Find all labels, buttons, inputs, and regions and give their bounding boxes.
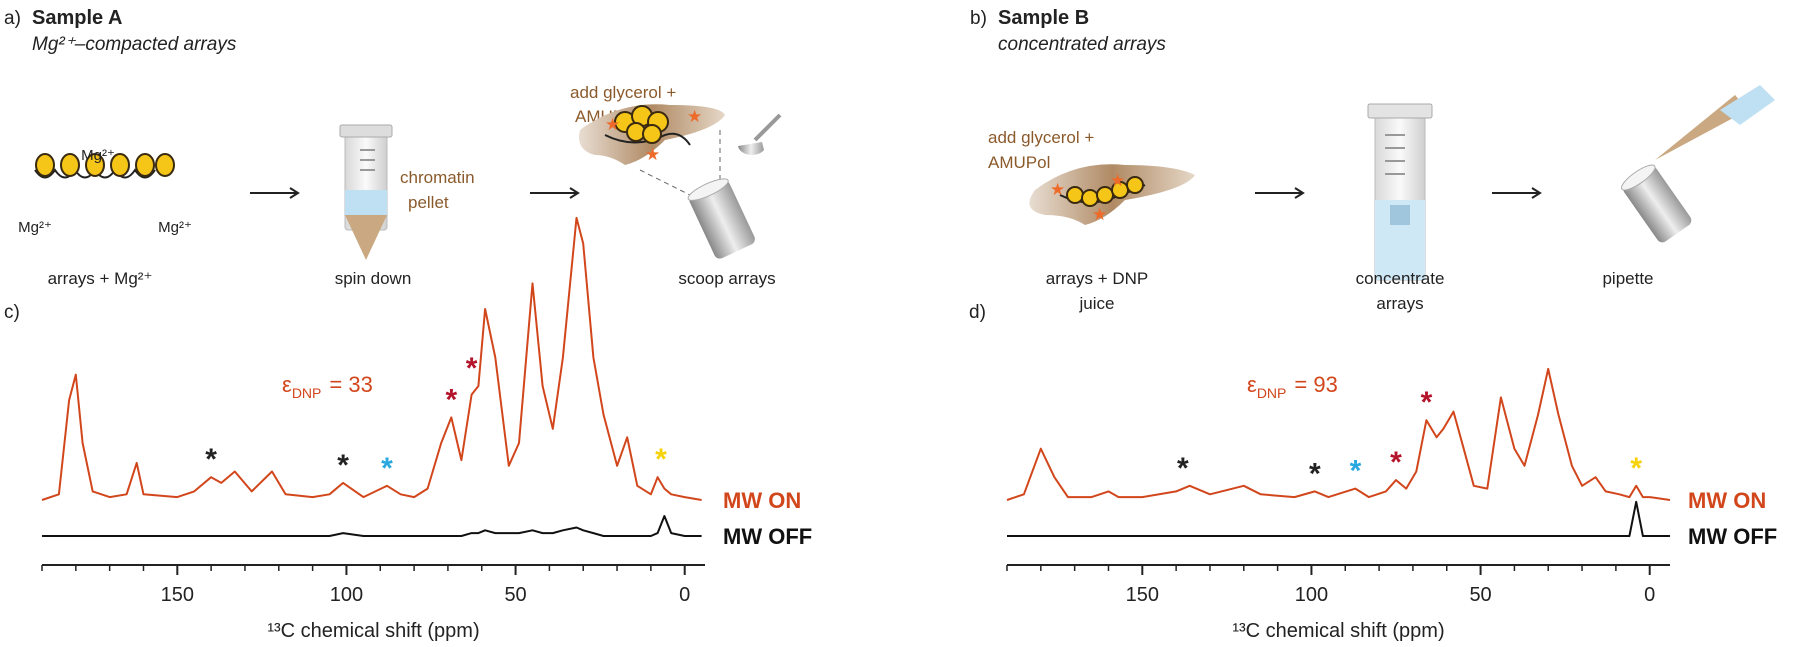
peak-marker: * xyxy=(466,352,478,385)
panel-title: Sample B xyxy=(998,7,1089,29)
enhancement-subscript: DNP xyxy=(1257,385,1287,401)
arrow xyxy=(1492,187,1542,199)
panel-label: c) xyxy=(4,302,20,323)
panel-label: a) xyxy=(4,8,21,29)
enhancement-value: = 33 xyxy=(329,372,372,397)
x-tick-label: 150 xyxy=(161,584,194,606)
peak-marker: * xyxy=(655,443,667,476)
panel-subtitle: concentrated arrays xyxy=(998,34,1166,55)
step-label: arrays xyxy=(1376,294,1423,313)
tube xyxy=(339,124,393,260)
step-label: scoop arrays xyxy=(678,269,775,288)
additive-label: AMUPol xyxy=(988,153,1050,172)
arrow xyxy=(250,187,300,199)
spectrum-panel: c) εDNP = 33 MW ON MW OFF * * * * * * 150 100 50 0 ¹³C … xyxy=(4,216,812,642)
svg-text:★: ★ xyxy=(1092,205,1107,224)
x-tick-label: 100 xyxy=(330,584,363,606)
peak-marker: * xyxy=(1390,446,1402,479)
enhancement-subscript: DNP xyxy=(292,385,322,401)
additive-label: add glycerol + xyxy=(988,128,1094,147)
arrow xyxy=(1255,187,1305,199)
arrow xyxy=(530,187,580,199)
ion-label: Mg²⁺ xyxy=(158,219,192,236)
panel-subtitle: Mg²⁺–compacted arrays xyxy=(32,34,237,55)
x-tick-label: 0 xyxy=(679,584,690,606)
sample-blob: ★ ★★ xyxy=(1029,164,1195,225)
panel-title: Sample A xyxy=(32,7,122,29)
scoop xyxy=(738,113,782,155)
x-tick-label: 50 xyxy=(1469,584,1491,606)
step-label: arrays + DNP xyxy=(1046,269,1149,288)
additive-label: add glycerol + xyxy=(570,83,676,102)
ion-label: Mg²⁺ xyxy=(81,147,115,164)
legend-entry: MW OFF xyxy=(723,524,812,549)
peak-marker: * xyxy=(381,452,393,485)
enhancement-label: εDNP = 93 xyxy=(1247,372,1338,401)
svg-text:★: ★ xyxy=(687,107,702,126)
svg-text:★: ★ xyxy=(645,145,660,164)
x-axis-title: ¹³C chemical shift (ppm) xyxy=(1232,620,1444,642)
pipette xyxy=(1621,85,1775,243)
x-tick-label: 150 xyxy=(1126,584,1159,606)
sample-blob: ★ ★ ★ xyxy=(579,104,725,165)
legend-entry: MW ON xyxy=(1688,488,1766,513)
nucleosome-array xyxy=(34,153,175,179)
spectrum-panel: d) εDNP = 93 MW ON MW OFF * * * * * * 150 100 50 0 ¹³C … xyxy=(969,302,1777,642)
concentrator xyxy=(1367,103,1433,281)
x-axis-title: ¹³C chemical shift (ppm) xyxy=(267,620,479,642)
peak-marker: * xyxy=(205,443,217,476)
pellet-label: pellet xyxy=(408,193,449,212)
peak-marker: * xyxy=(1421,386,1433,419)
svg-text:★: ★ xyxy=(605,115,620,134)
pellet-label: chromatin xyxy=(400,168,475,187)
legend-entry: MW ON xyxy=(723,488,801,513)
step-label: juice xyxy=(1079,294,1115,313)
enhancement-symbol: ε xyxy=(1247,372,1257,397)
rotor xyxy=(687,178,755,259)
spectrum-line xyxy=(42,515,702,537)
peak-marker: * xyxy=(1350,455,1362,488)
ion-label: Mg²⁺ xyxy=(18,219,52,236)
step-label: concentrate xyxy=(1356,269,1445,288)
peak-marker: * xyxy=(1177,452,1189,485)
spectrum-line xyxy=(41,216,702,501)
step-label: arrays + Mg²⁺ xyxy=(48,269,153,288)
x-tick-label: 0 xyxy=(1644,584,1655,606)
x-tick-label: 50 xyxy=(504,584,526,606)
svg-text:★: ★ xyxy=(1050,180,1065,199)
spectrum-line xyxy=(1007,500,1670,537)
x-tick-label: 100 xyxy=(1295,584,1328,606)
peak-marker: * xyxy=(1630,452,1642,485)
step-label: spin down xyxy=(335,269,412,288)
panel-label: d) xyxy=(969,302,986,323)
legend-entry: MW OFF xyxy=(1688,524,1777,549)
enhancement-symbol: ε xyxy=(282,372,292,397)
peak-marker: * xyxy=(337,449,349,482)
spectrum-line xyxy=(1006,367,1671,501)
peak-marker: * xyxy=(1309,457,1321,490)
enhancement-label: εDNP = 33 xyxy=(282,372,373,401)
step-label: pipette xyxy=(1602,269,1653,288)
panel-label: b) xyxy=(970,8,987,29)
svg-text:★: ★ xyxy=(1110,171,1125,190)
peak-marker: * xyxy=(445,383,457,416)
enhancement-value: = 93 xyxy=(1294,372,1337,397)
